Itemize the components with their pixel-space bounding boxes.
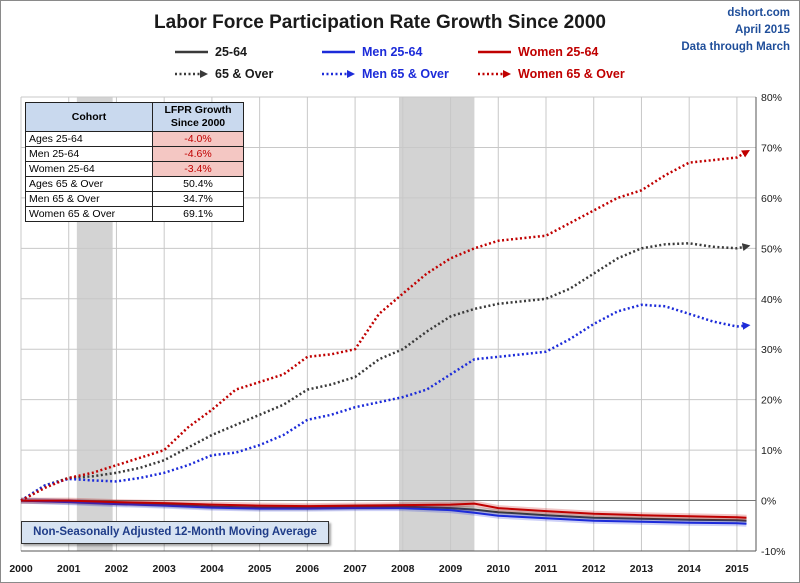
legend: 25-64 Men 25-64 Women 25-64 65 & Over Me… bbox=[175, 45, 625, 81]
y-tick-label: 30% bbox=[761, 344, 782, 356]
x-tick-label: 2010 bbox=[487, 563, 511, 575]
y-tick-label: 20% bbox=[761, 395, 782, 407]
date-label: April 2015 bbox=[735, 24, 791, 36]
series-line-women-25-64 bbox=[21, 499, 747, 519]
table-row: Men 25-64 -4.6% bbox=[25, 146, 244, 162]
chart-title: Labor Force Participation Rate Growth Si… bbox=[154, 12, 606, 33]
table-row: Women 25-64 -3.4% bbox=[25, 161, 244, 177]
growth-cell: -4.6% bbox=[152, 146, 244, 162]
series-lines bbox=[20, 150, 751, 527]
series-line-men-65-over bbox=[20, 303, 751, 502]
legend-label-women-65-over: Women 65 & Over bbox=[518, 67, 625, 81]
growth-cell: -3.4% bbox=[152, 161, 244, 177]
growth-cell: -4.0% bbox=[152, 131, 244, 147]
x-tick-label: 2001 bbox=[57, 563, 81, 575]
x-tick-label: 2007 bbox=[343, 563, 367, 575]
growth-cell: 34.7% bbox=[152, 191, 244, 207]
y-tick-label: 0% bbox=[761, 496, 776, 508]
x-tick-label: 2014 bbox=[678, 563, 702, 575]
y-tick-label: -10% bbox=[761, 546, 786, 558]
cohort-cell: Women 65 & Over bbox=[25, 206, 153, 222]
y-tick-label: 70% bbox=[761, 142, 782, 154]
table-row: Men 65 & Over 34.7% bbox=[25, 191, 244, 207]
x-tick-label: 2003 bbox=[153, 563, 177, 575]
y-axis-ticks: -10% 0% 10% 20% 30% 40% 50% 60% 70% 80% bbox=[761, 92, 786, 558]
source-label: dshort.com bbox=[727, 7, 790, 19]
x-tick-label: 2006 bbox=[296, 563, 320, 575]
x-tick-label: 2015 bbox=[725, 563, 749, 575]
cohort-cell: Men 25-64 bbox=[25, 146, 153, 162]
x-tick-label: 2013 bbox=[630, 563, 654, 575]
legend-label-25-64: 25-64 bbox=[215, 45, 247, 59]
cohort-cell: Ages 65 & Over bbox=[25, 176, 153, 192]
x-tick-label: 2005 bbox=[248, 563, 272, 575]
legend-label-men-25-64: Men 25-64 bbox=[362, 45, 422, 59]
summary-table: Cohort LFPR Growth Since 2000 Ages 25-64… bbox=[25, 102, 244, 222]
growth-cell: 69.1% bbox=[152, 206, 244, 222]
x-tick-label: 2009 bbox=[439, 563, 463, 575]
x-tick-label: 2011 bbox=[535, 563, 558, 575]
series-line-men-25-64 bbox=[20, 499, 747, 525]
x-axis-ticks: 2000 2001 2002 2003 2004 2005 2006 2007 2008 2009… bbox=[9, 563, 748, 575]
x-tick-label: 2004 bbox=[200, 563, 224, 575]
y-tick-label: 50% bbox=[761, 243, 782, 255]
y-tick-label: 10% bbox=[761, 445, 782, 457]
x-tick-label: 2008 bbox=[391, 563, 415, 575]
y-tick-label: 40% bbox=[761, 294, 782, 306]
x-tick-label: 2000 bbox=[9, 563, 33, 575]
axes bbox=[21, 97, 757, 552]
table-header-row: Cohort LFPR Growth Since 2000 bbox=[25, 102, 244, 132]
recession-band bbox=[399, 97, 475, 551]
table-header-cohort: Cohort bbox=[25, 102, 153, 132]
legend-label-65-over: 65 & Over bbox=[215, 67, 274, 81]
x-tick-label: 2012 bbox=[582, 563, 606, 575]
table-row: Ages 25-64 -4.0% bbox=[25, 131, 244, 147]
table-header-growth: LFPR Growth Since 2000 bbox=[152, 102, 244, 132]
data-through-label: Data through March bbox=[681, 41, 790, 53]
legend-label-men-65-over: Men 65 & Over bbox=[362, 67, 449, 81]
table-row: Women 65 & Over 69.1% bbox=[25, 206, 244, 222]
cohort-cell: Women 25-64 bbox=[25, 161, 153, 177]
series-line-women-65-over bbox=[20, 150, 750, 502]
growth-cell: 50.4% bbox=[152, 176, 244, 192]
y-tick-label: 80% bbox=[761, 92, 782, 104]
cohort-cell: Men 65 & Over bbox=[25, 191, 153, 207]
legend-label-women-25-64: Women 25-64 bbox=[518, 45, 598, 59]
note-box: Non-Seasonally Adjusted 12-Month Moving … bbox=[21, 521, 329, 544]
x-tick-label: 2002 bbox=[105, 563, 129, 575]
series-line-65-over bbox=[20, 242, 751, 502]
table-row: Ages 65 & Over 50.4% bbox=[25, 176, 244, 192]
y-tick-label: 60% bbox=[761, 193, 782, 205]
cohort-cell: Ages 25-64 bbox=[25, 131, 153, 147]
